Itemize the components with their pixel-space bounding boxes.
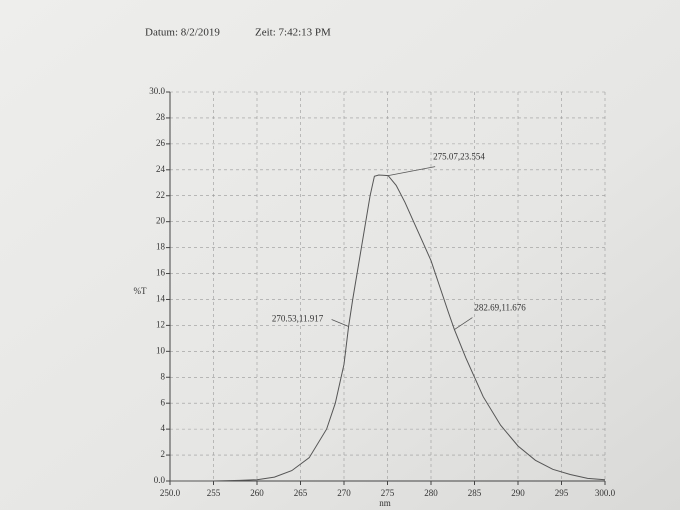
annotation-leader — [454, 317, 473, 330]
x-tick-label: 295 — [555, 488, 569, 498]
y-tick-label: 4 — [161, 423, 166, 433]
x-tick-label: 285 — [468, 488, 482, 498]
date: Datum: 8/2/2019 — [145, 27, 220, 39]
y-tick-label: 6 — [161, 397, 166, 407]
y-tick-label: 20 — [156, 216, 166, 226]
y-tick-label: 2 — [161, 449, 166, 459]
y-tick-label: 14 — [156, 294, 166, 304]
x-tick-label: 270 — [337, 488, 351, 498]
line — [170, 174, 606, 482]
y-tick-label: 10 — [156, 345, 166, 355]
y-tick-label: 18 — [156, 242, 166, 252]
y-tick-label: 30.0 — [149, 86, 165, 96]
annotation: 282.69,11.676 — [474, 303, 526, 313]
time: Zeit: 7:42:13 PM — [255, 27, 331, 39]
x-tick-label: 265 — [294, 488, 308, 498]
y-tick-label: 0.0 — [154, 475, 166, 485]
x-tick-label: 290 — [511, 488, 525, 498]
y-tick-label: 16 — [156, 268, 166, 278]
y-tick-label: 12 — [156, 319, 165, 329]
y-tick-label: 26 — [156, 138, 166, 148]
x-tick-label: 255 — [207, 488, 221, 498]
x-tick-label: 260 — [250, 488, 264, 498]
annotation: 270.53,11.917 — [272, 314, 324, 324]
x-tick-label: 250.0 — [160, 488, 181, 498]
y-tick-label: 8 — [161, 371, 166, 381]
y-axis-label: %T — [134, 286, 147, 296]
x-axis-label: nm — [379, 498, 391, 508]
y-tick-label: 28 — [156, 112, 166, 122]
x-tick-label: 300.0 — [595, 488, 616, 498]
x-tick-label: 275 — [381, 488, 395, 498]
y-tick-label: 24 — [156, 164, 166, 174]
annotation: 275.07,23.554 — [433, 152, 485, 162]
x-tick-label: 280 — [424, 488, 438, 498]
annotation-leader — [331, 319, 349, 327]
y-tick-label: 22 — [156, 190, 165, 200]
annotation-leader — [388, 166, 436, 176]
